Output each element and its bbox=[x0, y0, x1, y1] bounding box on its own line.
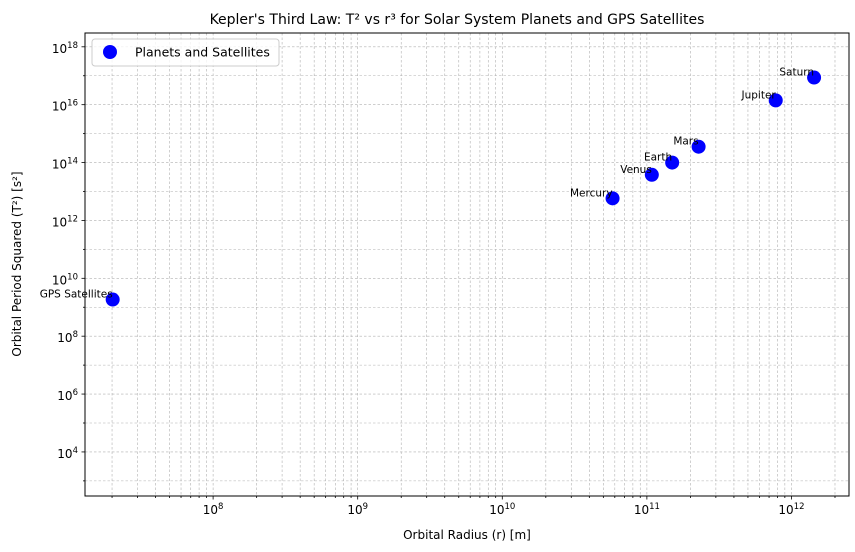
legend: Planets and Satellites bbox=[91, 38, 280, 67]
y-tick-label: 1016 bbox=[52, 99, 78, 114]
x-tick-label: 1010 bbox=[489, 502, 515, 517]
y-tick-label: 1012 bbox=[52, 214, 78, 229]
data-point bbox=[644, 167, 659, 182]
plot-frame bbox=[84, 32, 850, 497]
data-point bbox=[605, 191, 620, 206]
point-label: Saturn bbox=[779, 67, 814, 79]
point-label: Earth bbox=[644, 152, 672, 164]
x-axis: 108 109 1010 1011 1012 bbox=[111, 496, 836, 517]
y-tick-label: 1018 bbox=[52, 41, 78, 56]
data-points bbox=[105, 70, 822, 307]
legend-label: Planets and Satellites bbox=[135, 45, 270, 60]
x-tick-label: 1012 bbox=[778, 502, 804, 517]
y-axis-title: Orbital Period Squared (T²) [s²] bbox=[10, 171, 24, 356]
point-label: GPS Satellites bbox=[40, 289, 113, 301]
y-tick-label: 106 bbox=[57, 388, 78, 403]
y-axis: 104 106 108 1010 1012 1014 1016 1018 bbox=[52, 41, 85, 482]
y-tick-label: 1010 bbox=[52, 272, 78, 287]
y-tick-label: 104 bbox=[57, 446, 78, 461]
x-tick-label: 108 bbox=[203, 502, 224, 517]
data-point bbox=[665, 155, 680, 170]
legend-box bbox=[91, 38, 280, 67]
data-point bbox=[768, 93, 783, 108]
point-label: Jupiter bbox=[741, 89, 777, 101]
x-tick-label: 1011 bbox=[634, 502, 660, 517]
chart-title: Kepler's Third Law: T² vs r³ for Solar S… bbox=[210, 12, 705, 28]
data-point bbox=[807, 70, 822, 85]
x-axis-title: Orbital Radius (r) [m] bbox=[403, 528, 531, 542]
point-label: Mercury bbox=[570, 187, 613, 199]
y-tick-label: 1014 bbox=[52, 157, 78, 172]
x-tick-label: 109 bbox=[347, 502, 368, 517]
point-label: Venus bbox=[620, 164, 652, 176]
y-tick-label: 108 bbox=[57, 330, 78, 345]
legend-marker bbox=[103, 45, 117, 59]
data-point bbox=[691, 139, 706, 154]
data-point bbox=[105, 292, 120, 307]
point-label: Mars bbox=[673, 136, 698, 148]
